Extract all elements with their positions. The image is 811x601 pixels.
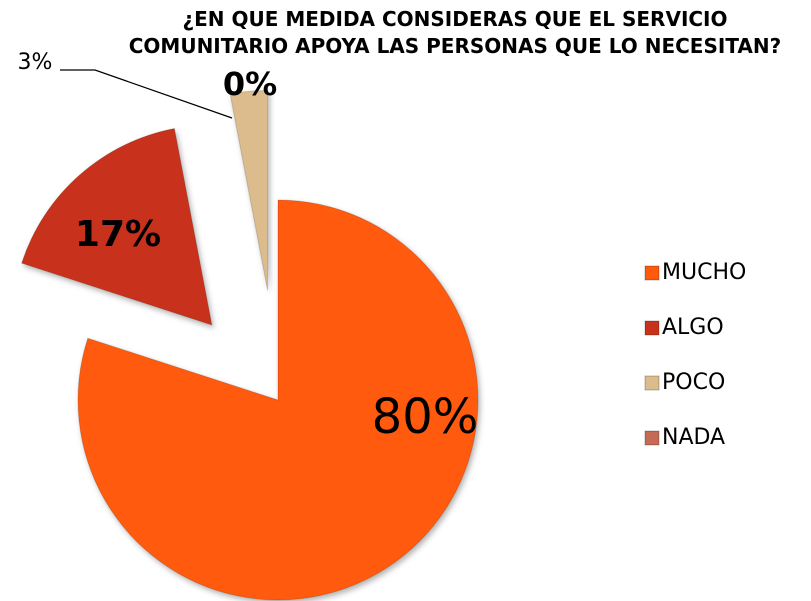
legend-marker [644,265,660,281]
chart-title: ¿EN QUE MEDIDA CONSIDERAS QUE EL SERVICI… [128,7,782,58]
legend-label: POCO [662,370,725,395]
legend-marker [644,430,660,446]
legend-label: ALGO [662,315,724,340]
legend-marker [644,375,660,391]
pie-slice [229,89,269,291]
pie-slice [77,199,479,601]
legend-label: NADA [662,425,725,450]
legend-marker [644,320,660,336]
data-label: 80% [372,389,479,445]
data-label: 0% [223,65,277,103]
data-label: 17% [75,214,161,255]
pie-slice [21,127,213,326]
leader-line [60,69,233,119]
legend-label: MUCHO [662,260,746,285]
data-label: 3% [18,50,53,75]
